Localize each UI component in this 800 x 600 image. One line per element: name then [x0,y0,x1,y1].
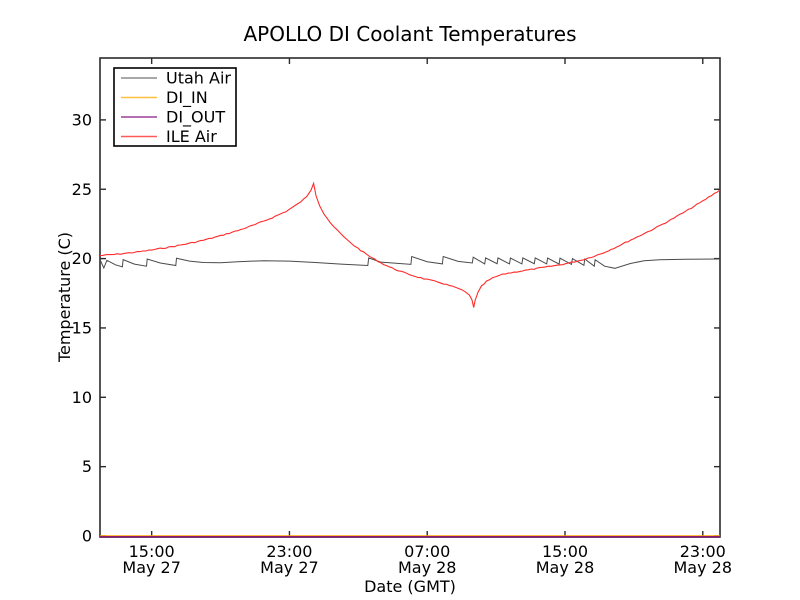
legend-entry-di-in: DI_IN [121,88,208,108]
legend-label-di-out: DI_OUT [166,108,225,128]
y-tick-label: 15 [72,318,92,337]
series-line-ile-air [99,181,721,308]
legend-entry-di-out: DI_OUT [121,108,225,128]
x-tick-label-time: 15:00 [542,542,588,561]
y-tick-label: 10 [72,388,92,407]
y-tick-label: 20 [72,249,92,268]
x-tick-label-time: 07:00 [404,542,450,561]
y-tick-label: 0 [82,527,92,546]
legend-label-di-in: DI_IN [166,88,208,108]
x-tick-label-date: May 27 [122,558,181,577]
x-axis-label: Date (GMT) [364,577,456,596]
legend-label-ile-air: ILE Air [166,127,217,146]
y-tick-label: 30 [72,110,92,129]
x-tick-label-time: 23:00 [266,542,312,561]
x-tick-label-date: May 28 [398,558,457,577]
legend: Utah Air DI_IN DI_OUT ILE Air [113,67,237,147]
legend-entry-ile-air: ILE Air [121,127,217,146]
x-tick-label-date: May 27 [260,558,319,577]
legend-label-utah-air: Utah Air [166,69,231,88]
series-line-utah-air [99,255,721,270]
chart-title: APOLLO DI Coolant Temperatures [243,22,576,46]
x-tick-label-date: May 28 [536,558,595,577]
x-tick-label-date: May 28 [674,558,733,577]
x-tick-label-time: 15:00 [129,542,175,561]
legend-entry-utah-air: Utah Air [121,69,231,88]
y-axis-label: Temperature (C) [55,232,74,363]
y-tick-label: 25 [72,180,92,199]
legend-box [113,67,237,147]
y-tick-label: 5 [82,457,92,476]
x-tick-label-time: 23:00 [680,542,726,561]
